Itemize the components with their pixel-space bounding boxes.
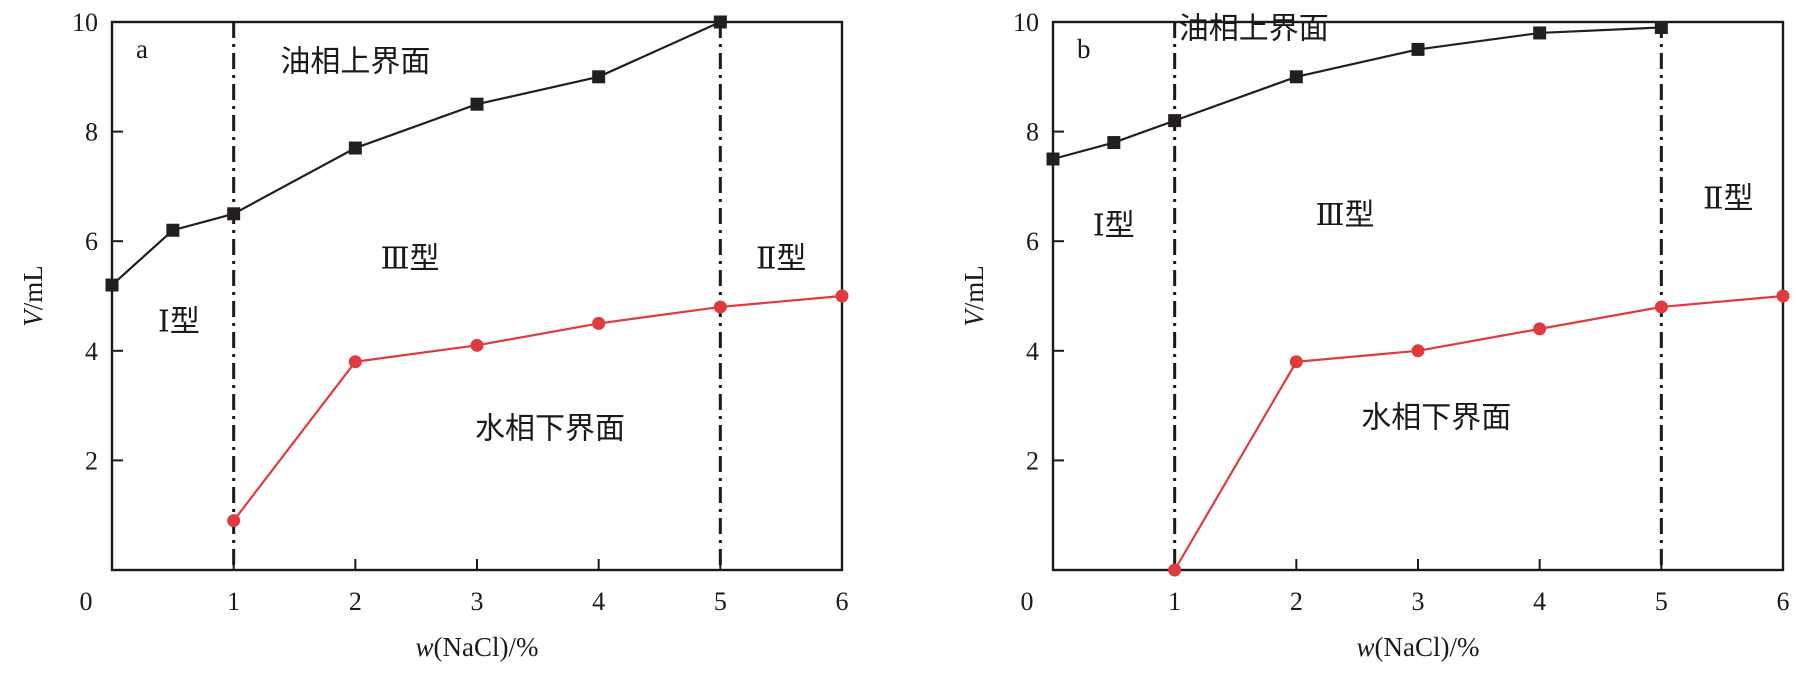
circle-marker xyxy=(713,300,727,314)
lower-interface-line xyxy=(1173,294,1784,571)
x-axis-unit: (NaCl)/% xyxy=(434,632,539,662)
region-annotation: Ⅱ型 xyxy=(756,243,806,276)
region-annotation: 油相上界面 xyxy=(280,45,430,78)
y-tick-label: 8 xyxy=(85,118,98,147)
square-marker xyxy=(1046,152,1060,166)
x-tick-label: 5 xyxy=(714,587,727,616)
square-marker xyxy=(166,223,180,237)
x-axis-unit: (NaCl)/% xyxy=(1375,632,1480,662)
circle-marker xyxy=(592,316,606,330)
origin-label: 0 xyxy=(80,587,93,616)
region-annotation: Ⅰ型 xyxy=(1093,210,1135,243)
x-axis-title: w(NaCl)/% xyxy=(416,632,539,662)
circle-marker xyxy=(1533,322,1547,336)
circle-marker xyxy=(1411,344,1425,358)
y-tick-label: 10 xyxy=(1013,8,1039,37)
y-tick-label: 2 xyxy=(85,446,98,475)
square-marker xyxy=(1411,42,1425,56)
x-axis-variable: w xyxy=(416,632,434,662)
y-tick-label: 4 xyxy=(85,337,98,366)
y-tick-label: 2 xyxy=(1026,446,1039,475)
region-annotation: Ⅰ型 xyxy=(158,306,200,339)
x-tick-label: 2 xyxy=(349,587,362,616)
y-tick-label: 10 xyxy=(72,8,98,37)
x-tick-label: 1 xyxy=(1168,587,1181,616)
circle-marker xyxy=(1168,563,1182,577)
circle-marker xyxy=(1654,300,1668,314)
square-marker xyxy=(592,70,606,84)
square-marker xyxy=(1289,70,1303,84)
lower-interface-line xyxy=(232,294,843,522)
panel-tag: b xyxy=(1077,34,1091,64)
circle-marker xyxy=(470,338,484,352)
x-axis-variable: w xyxy=(1357,632,1375,662)
square-marker xyxy=(227,207,241,221)
plot-frame xyxy=(1051,20,1785,572)
x-tick-label: 4 xyxy=(1533,587,1546,616)
region-annotation: Ⅲ型 xyxy=(1316,199,1375,232)
x-tick-label: 4 xyxy=(592,587,605,616)
circle-marker xyxy=(227,514,241,528)
y-tick-label: 6 xyxy=(85,227,98,256)
circle-marker xyxy=(348,355,362,369)
circle-marker xyxy=(1776,289,1790,303)
y-tick-label: 4 xyxy=(1026,337,1039,366)
origin-label: 0 xyxy=(1021,587,1034,616)
x-tick-label: 3 xyxy=(1412,587,1425,616)
y-tick-label: 8 xyxy=(1026,118,1039,147)
region-annotation: Ⅱ型 xyxy=(1703,182,1753,215)
region-annotation: 油相上界面 xyxy=(1179,12,1329,45)
y-axis-variable: V xyxy=(959,307,989,327)
x-axis-title: w(NaCl)/% xyxy=(1357,632,1480,662)
y-axis-title: V/mL xyxy=(959,265,989,327)
y-axis-unit: /mL xyxy=(959,265,989,310)
square-marker xyxy=(348,141,362,155)
square-marker xyxy=(1654,20,1668,34)
upper-interface-line xyxy=(1052,26,1662,161)
square-marker xyxy=(105,278,119,292)
x-tick-label: 1 xyxy=(227,587,240,616)
x-tick-label: 6 xyxy=(1777,587,1790,616)
y-axis-title: V/mL xyxy=(18,265,48,327)
x-tick-label: 5 xyxy=(1655,587,1668,616)
square-marker xyxy=(470,97,484,111)
x-tick-label: 2 xyxy=(1290,587,1303,616)
circle-marker xyxy=(1289,355,1303,369)
x-tick-label: 6 xyxy=(836,587,849,616)
panel-tag: a xyxy=(136,34,148,64)
region-annotation: 水相下界面 xyxy=(475,412,625,445)
square-marker xyxy=(1107,136,1121,150)
x-tick-label: 3 xyxy=(471,587,484,616)
y-axis-unit: /mL xyxy=(18,265,48,310)
square-marker xyxy=(1168,114,1182,128)
square-marker xyxy=(1533,26,1547,40)
square-marker xyxy=(713,15,727,29)
y-tick-label: 6 xyxy=(1026,227,1039,256)
region-annotation: 水相下界面 xyxy=(1361,402,1511,435)
y-axis-variable: V xyxy=(18,307,48,327)
region-annotation: Ⅲ型 xyxy=(381,243,440,276)
circle-marker xyxy=(835,289,849,303)
